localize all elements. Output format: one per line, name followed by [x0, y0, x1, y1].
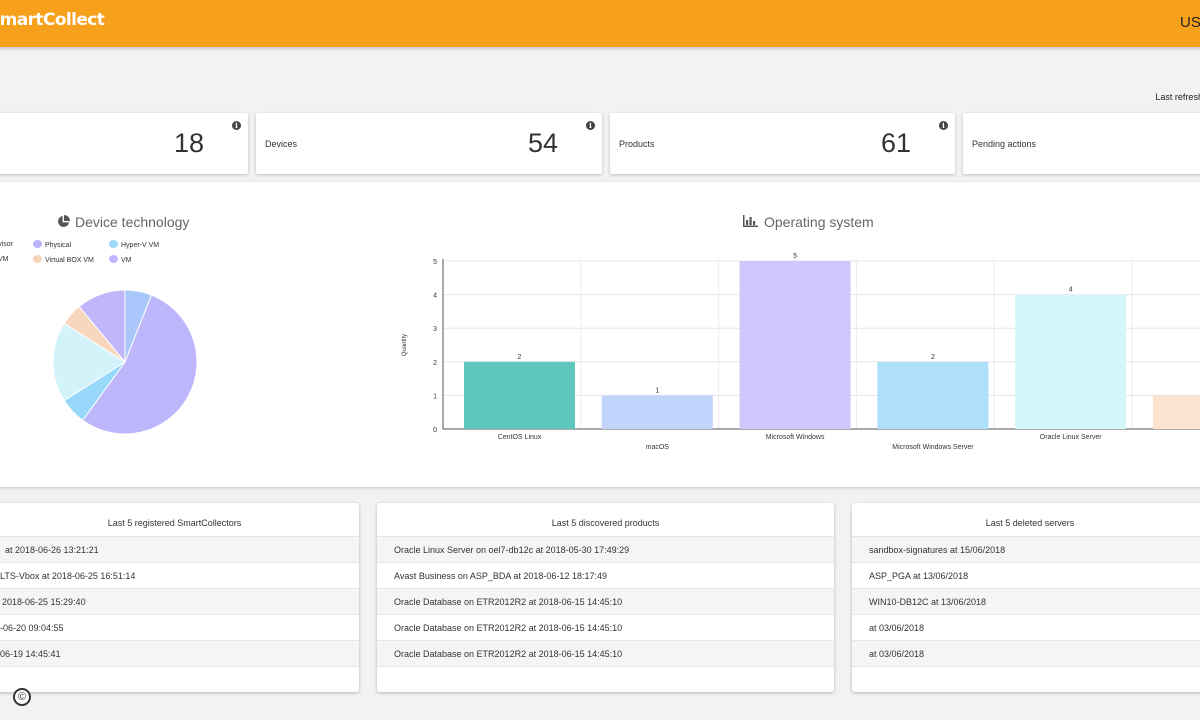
legend-label: Physical [45, 242, 72, 249]
info-icon[interactable]: i [586, 121, 595, 130]
operating-system-bar-chart: 0 1 2 3 4 5 Quantity 2 CentOS Linux 1 macOS 5 Micros… [402, 253, 1200, 451]
legend-swatch [33, 240, 42, 248]
kpi-value: 61 [880, 128, 911, 158]
bar-value-label: 5 [793, 253, 797, 260]
card-title: Last 5 deleted servers [852, 503, 1200, 537]
legend-swatch [33, 255, 42, 263]
bar[interactable] [1015, 294, 1127, 429]
legend-item[interactable]: VM [0, 255, 9, 264]
y-axis-label: Quantity [402, 334, 408, 356]
last-refresh-label: Last refresh date: [1155, 92, 1200, 102]
brand-logo[interactable]: SmartCollect [0, 10, 105, 30]
copyright-icon: © [13, 688, 31, 706]
list-item[interactable]: WIN10-DB12C at 13/06/2018 [852, 589, 1200, 615]
list-item[interactable]: ASP_PGA at 13/06/2018 [852, 563, 1200, 589]
y-tick-label: 2 [433, 360, 437, 367]
device-technology-pie [52, 289, 198, 435]
kpi-card-products[interactable]: Products 61 i [610, 113, 955, 174]
kpi-card-collectors[interactable]: 18 i [0, 113, 248, 174]
card-title: Last 5 discovered products [377, 503, 834, 537]
legend-item[interactable]: Physical [33, 240, 71, 250]
y-tick-label: 1 [433, 393, 437, 400]
operating-system-title-text: Operating system [764, 214, 874, 230]
info-icon[interactable]: i [232, 121, 241, 130]
bar-chart-icon [743, 215, 758, 227]
bar[interactable] [464, 361, 575, 429]
x-tick-label: Microsoft Windows [766, 434, 825, 441]
deleted-servers-card: Last 5 deleted servers sandbox-signature… [852, 503, 1200, 692]
x-tick-label: CentOS Linux [498, 434, 542, 441]
registered-collectors-card: Last 5 registered SmartCollectors at 201… [0, 503, 359, 692]
list-item[interactable]: 06-19 14:45:41 [0, 641, 359, 667]
y-tick-label: 5 [433, 259, 437, 266]
legend-label: VM [0, 256, 9, 263]
info-icon[interactable]: i [939, 121, 948, 130]
kpi-label: Devices [265, 139, 298, 149]
operating-system-title: Operating system [743, 214, 874, 230]
bar-value-label: 2 [931, 354, 935, 361]
card-title: Last 5 registered SmartCollectors [0, 503, 359, 537]
last-refresh: Last refresh date: 26 [1155, 92, 1200, 102]
list-item[interactable]: Oracle Database on ETR2012R2 at 2018-06-… [377, 615, 834, 641]
list-item[interactable]: Avast Business on ASP_BDA at 2018-06-12 … [377, 563, 834, 589]
legend-swatch [109, 240, 118, 248]
list-item[interactable]: Oracle Linux Server on oel7-db12c at 201… [377, 537, 834, 563]
device-technology-title: Device technology [57, 214, 189, 230]
bar[interactable] [739, 261, 851, 429]
top-bar: SmartCollect US [0, 0, 1200, 47]
kpi-label: Products [619, 139, 655, 149]
legend-item[interactable]: Hyper-V VM [109, 240, 159, 250]
kpi-value: 18 [173, 128, 204, 158]
list-item[interactable]: at 03/06/2018 [852, 641, 1200, 667]
bar[interactable] [1153, 395, 1200, 429]
y-tick-label: 0 [433, 427, 437, 434]
legend-label: Virtual BOX VM [45, 257, 94, 264]
pie-slice-5[interactable] [78, 289, 126, 364]
list-item[interactable]: Oracle Database on ETR2012R2 at 2018-06-… [377, 641, 834, 667]
legend-label: ervisor [0, 241, 14, 248]
discovered-products-card: Last 5 discovered products Oracle Linux … [377, 503, 834, 692]
kpi-label: Pending actions [972, 139, 1037, 149]
bar-value-label: 2 [518, 354, 522, 361]
y-tick-label: 4 [433, 293, 437, 300]
x-tick-label: Oracle Linux Server [1040, 434, 1103, 441]
list-item[interactable]: at 2018-06-26 13:21:21 [0, 537, 359, 563]
charts-panel: Device technology ervisor Physical Hyper… [0, 182, 1200, 487]
legend-item[interactable]: ervisor [0, 240, 13, 249]
pie-slice-1[interactable] [81, 294, 198, 435]
kpi-card-pending-actions[interactable]: Pending actions [963, 113, 1200, 174]
y-tick-label: 3 [433, 326, 437, 333]
list-item[interactable]: LTS-Vbox at 2018-06-25 16:51:14 [0, 563, 359, 589]
list-item[interactable]: sandbox-signatures at 15/06/2018 [852, 537, 1200, 563]
bar[interactable] [601, 395, 713, 429]
legend-label: Hyper-V VM [121, 242, 160, 249]
device-technology-title-text: Device technology [75, 214, 190, 230]
kpi-card-devices[interactable]: Devices 54 i [256, 113, 602, 174]
user-menu[interactable]: US [1180, 14, 1200, 31]
legend-label: VM [121, 257, 132, 264]
legend-item[interactable]: Virtual BOX VM [33, 255, 94, 265]
pie-chart-icon [58, 215, 70, 227]
x-tick-label: Microsoft Windows Server [892, 444, 974, 451]
pie-slice-3[interactable] [52, 322, 126, 402]
bar-value-label: 1 [655, 387, 659, 394]
x-tick-label: macOS [646, 444, 670, 451]
legend-item[interactable]: VM [109, 255, 132, 265]
kpi-value: 54 [527, 128, 558, 158]
legend-swatch [109, 255, 118, 263]
list-item[interactable]: 2018-06-25 15:29:40 [0, 589, 359, 615]
list-item[interactable]: at 03/06/2018 [852, 615, 1200, 641]
bar-value-label: 4 [1069, 287, 1073, 294]
list-item[interactable]: -06-20 09:04:55 [0, 615, 359, 641]
list-item[interactable]: Oracle Database on ETR2012R2 at 2018-06-… [377, 589, 834, 615]
bar[interactable] [877, 361, 989, 429]
